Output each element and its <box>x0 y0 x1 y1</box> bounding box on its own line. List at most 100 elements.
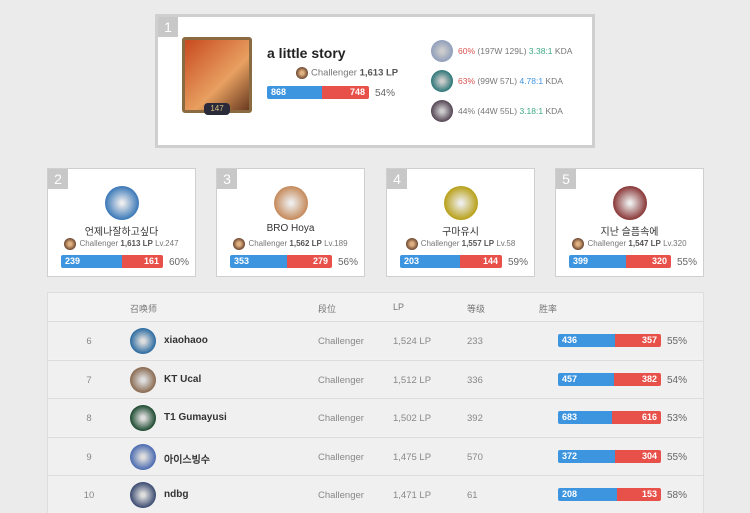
wins: 399 <box>569 255 626 268</box>
player-name[interactable]: ndbg <box>164 489 189 500</box>
level: 61 <box>467 490 478 501</box>
wins: 868 <box>267 86 322 99</box>
winloss-bar: 399 320 <box>569 255 671 268</box>
champion-icon[interactable] <box>431 70 453 92</box>
champion-icon[interactable] <box>431 40 453 62</box>
header-tier: 段位 <box>318 304 337 314</box>
avatar[interactable] <box>130 328 156 354</box>
tier-line: Challenger 1,557 LP Lv.58 <box>387 238 534 250</box>
player-name[interactable]: BRO Hoya <box>266 223 315 234</box>
losses: 153 <box>617 488 661 501</box>
winloss-bar: 683 616 <box>558 411 661 424</box>
level-badge: 147 <box>204 103 230 115</box>
winloss-bar: 353 279 <box>230 255 332 268</box>
champion-icon[interactable] <box>431 100 453 122</box>
table-row[interactable]: 10 ndbg Challenger 1,471 LP 61 208 153 58… <box>48 475 703 513</box>
challenger-icon <box>296 67 308 79</box>
lp: 1,547 LP <box>628 239 661 249</box>
player-name[interactable]: 언제나잘하고싶다 <box>84 227 159 238</box>
table-row[interactable]: 6 xiaohaoo Challenger 1,524 LP 233 436 35… <box>48 321 703 359</box>
level: Lv.58 <box>496 239 516 249</box>
winrate: 58% <box>667 490 688 501</box>
champion-winrate: 60% <box>458 46 476 56</box>
player-card[interactable]: 3 BRO Hoya Challenger 1,562 LP Lv.189 35… <box>216 168 365 277</box>
profile-icon[interactable] <box>105 186 139 220</box>
profile-icon[interactable] <box>274 186 308 220</box>
tier: Challenger <box>318 413 364 424</box>
tier: Challenger <box>79 239 119 249</box>
kda-label: KDA <box>545 76 563 86</box>
tier: Challenger <box>248 239 288 249</box>
player-card[interactable]: 5 지난 슬픔속에 Challenger 1,547 LP Lv.320 399… <box>555 168 704 277</box>
rank: 10 <box>83 490 95 501</box>
lp: 1,475 LP <box>393 451 432 463</box>
wins: 208 <box>558 488 617 501</box>
avatar[interactable] <box>130 366 156 393</box>
profile-avatar[interactable] <box>182 37 252 113</box>
winloss-bar: 868 748 <box>267 86 369 99</box>
wins: 353 <box>230 255 287 268</box>
winloss-bar: 239 161 <box>61 255 163 268</box>
tier: Challenger <box>318 374 364 386</box>
level: 233 <box>467 336 483 347</box>
tier: Challenger <box>318 451 364 463</box>
table-row[interactable]: 9 아이스빙수 Challenger 1,475 LP 570 372 304 5… <box>48 436 703 475</box>
avatar[interactable] <box>130 443 156 470</box>
winrate: 59% <box>508 257 529 268</box>
level: 336 <box>467 374 483 386</box>
winrate: 53% <box>667 413 688 424</box>
player-name[interactable]: a little story <box>267 45 346 61</box>
player-name[interactable]: 지난 슬픔속에 <box>600 227 659 238</box>
tier: Challenger <box>318 336 364 347</box>
ranking-table: 召唤师 段位 LP 等级 胜率 6 xiaohaoo Challenger 1,… <box>47 292 704 513</box>
rank: 9 <box>86 451 92 463</box>
lp: 1,557 LP <box>461 239 495 249</box>
losses: 748 <box>322 86 369 99</box>
wins: 683 <box>558 411 612 424</box>
lp: 1,613 LP <box>120 239 153 249</box>
tier: Challenger <box>420 239 460 249</box>
winloss-bar: 203 144 <box>400 255 502 268</box>
lp: 1,471 LP <box>393 490 432 501</box>
profile-icon[interactable] <box>613 186 647 220</box>
wins: 436 <box>558 334 615 347</box>
winloss-bar: 372 304 <box>558 449 661 463</box>
player-name[interactable]: xiaohaoo <box>164 335 208 346</box>
losses: 279 <box>287 255 332 268</box>
rank-badge: 2 <box>48 169 68 189</box>
wins: 203 <box>400 255 460 268</box>
table-row[interactable]: 8 T1 Gumayusi Challenger 1,502 LP 392 68… <box>48 398 703 436</box>
lp: 1,502 LP <box>393 413 432 424</box>
winloss-bar: 457 382 <box>558 372 661 386</box>
level: Lv.247 <box>155 239 179 249</box>
player-card[interactable]: 2 언제나잘하고싶다 Challenger 1,613 LP Lv.247 23… <box>47 168 196 277</box>
table-row[interactable]: 7 KT Ucal Challenger 1,512 LP 336 457 382… <box>48 359 703 398</box>
avatar[interactable] <box>130 482 156 508</box>
profile-icon[interactable] <box>444 186 478 220</box>
player-card[interactable]: 4 구마유시 Challenger 1,557 LP Lv.58 203 144 … <box>386 168 535 277</box>
lp: 1,613 LP <box>359 67 399 79</box>
player-name[interactable]: T1 Gumayusi <box>164 412 227 423</box>
tier-line: Challenger 1,613 LP Lv.247 <box>48 238 195 250</box>
player-name[interactable]: KT Ucal <box>164 373 202 385</box>
challenger-icon <box>233 238 246 250</box>
header-level: 等级 <box>467 304 486 314</box>
lp: 1,524 LP <box>393 336 432 347</box>
level: 570 <box>467 451 483 463</box>
champion-stats: 63% (99W 57L) 4.78:1 KDA <box>458 76 563 86</box>
rank-badge: 5 <box>556 169 576 189</box>
wins: 372 <box>558 449 615 463</box>
champion-kda: 3.18:1 <box>519 106 544 116</box>
tier-line: Challenger 1,613 LP <box>296 67 398 79</box>
winrate: 55% <box>667 336 688 347</box>
avatar[interactable] <box>130 405 156 431</box>
winrate: 55% <box>667 451 688 463</box>
player-name[interactable]: 아이스빙수 <box>164 454 210 466</box>
lp: 1,562 LP <box>289 239 322 249</box>
kda-label: KDA <box>554 46 573 56</box>
top-player-card[interactable]: 1 147 a little story Challenger 1,613 LP… <box>155 14 595 148</box>
champion-winrate: 44% <box>458 106 476 116</box>
player-name[interactable]: 구마유시 <box>442 227 479 238</box>
losses: 357 <box>615 334 661 347</box>
losses: 320 <box>626 255 671 268</box>
